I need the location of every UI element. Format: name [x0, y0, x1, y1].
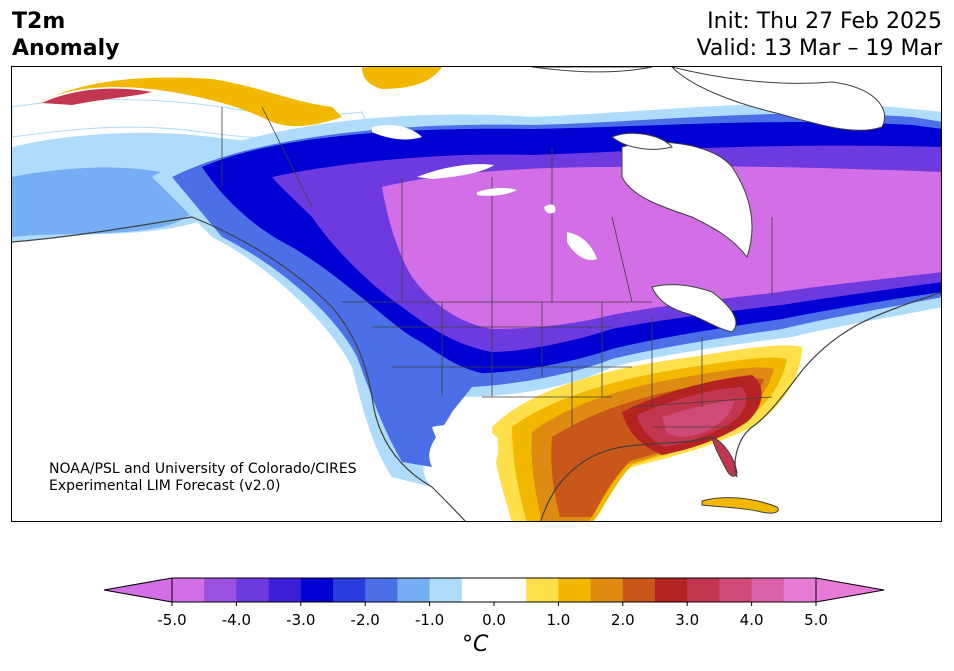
- forecast-dates: Init: Thu 27 Feb 2025 Valid: 13 Mar – 19…: [697, 8, 942, 62]
- anomaly-map: [11, 66, 942, 522]
- colorbar-bin: [494, 578, 527, 602]
- anomaly-region-alaska-warm: [32, 77, 342, 127]
- colorbar-bin: [333, 578, 366, 602]
- map-canvas: [12, 67, 941, 521]
- colorbar-bin: [268, 578, 302, 602]
- colorbar-bin: [751, 578, 785, 602]
- colorbar-tick-label: 1.0: [546, 611, 570, 629]
- title-line-1: T2m: [12, 9, 66, 34]
- map-title: T2m Anomaly: [12, 8, 119, 62]
- pacific-coastline: [12, 216, 466, 521]
- colorbar-bin: [655, 578, 688, 602]
- colorbar-left-extension: [103, 577, 173, 603]
- colorbar-bin: [172, 578, 205, 602]
- colorbar-tick-label: 0.0: [482, 611, 506, 629]
- colorbar-bin: [687, 578, 720, 602]
- colorbar-tick-label: 4.0: [740, 611, 764, 629]
- atlantic-coastline: [734, 292, 941, 478]
- colorbar-bin: [622, 578, 656, 602]
- colorbar-tick-label: 5.0: [804, 611, 828, 629]
- colorbar-bins: [172, 578, 817, 602]
- colorbar-bin: [719, 578, 753, 602]
- colorbar-unit-label: °C: [462, 632, 489, 657]
- colorbar-right-extension: [815, 577, 885, 603]
- anomaly-region-southeast-pink: [662, 401, 734, 437]
- hudson-bay: [621, 141, 753, 259]
- colorbar-bin: [558, 578, 592, 602]
- anomaly-region-alaska-mid: [12, 167, 200, 237]
- colorbar-bin: [300, 578, 334, 602]
- credit-line-1: NOAA/PSL and University of Colorado/CIRE…: [49, 461, 357, 477]
- init-date-label: Init: Thu 27 Feb 2025: [707, 9, 942, 34]
- lake-patches: [372, 125, 597, 261]
- baja-white: [432, 424, 499, 487]
- valid-date-label: Valid: 13 Mar – 19 Mar: [696, 36, 942, 61]
- credit-text: NOAA/PSL and University of Colorado/CIRE…: [49, 461, 357, 495]
- gulf-coastline: [540, 436, 713, 521]
- colorbar-bin: [526, 578, 559, 602]
- colorbar-bin: [204, 578, 237, 602]
- colorbar: -5.0 -4.0 -3.0 -2.0 -1.0 0.0 1.0 2.0 3.0 4.0 5.0: [103, 577, 885, 629]
- colorbar-bin: [783, 578, 817, 602]
- great-lakes: [651, 284, 737, 333]
- arctic-islands: [531, 67, 885, 150]
- colorbar-tick-label: -3.0: [286, 611, 315, 629]
- anomaly-region-alaska-hot: [42, 88, 152, 105]
- colorbar-tick-label: -2.0: [351, 611, 380, 629]
- colorbar-tick-label: -1.0: [415, 611, 444, 629]
- political-boundaries: [221, 106, 773, 428]
- anomaly-region-canada-max: [382, 166, 941, 329]
- colorbar-tick-label: 3.0: [675, 611, 699, 629]
- colorbar-bin: [236, 578, 270, 602]
- colorbar-ticks: -5.0 -4.0 -3.0 -2.0 -1.0 0.0 1.0 2.0 3.0 4.0 5.0: [157, 602, 828, 629]
- colorbar-bin: [429, 578, 463, 602]
- cuba: [701, 497, 779, 514]
- colorbar-bin: [365, 578, 398, 602]
- title-line-2: Anomaly: [12, 36, 120, 61]
- colorbar-tick-label: -4.0: [222, 611, 251, 629]
- anomaly-region-greenland-warm: [362, 67, 442, 89]
- credit-line-2: Experimental LIM Forecast (v2.0): [49, 478, 281, 494]
- colorbar-tick-label: 2.0: [611, 611, 635, 629]
- florida: [711, 436, 738, 477]
- colorbar-bin: [397, 578, 431, 602]
- colorbar-bin: [590, 578, 624, 602]
- colorbar-bin: [461, 578, 495, 602]
- colorbar-tick-label: -5.0: [157, 611, 186, 629]
